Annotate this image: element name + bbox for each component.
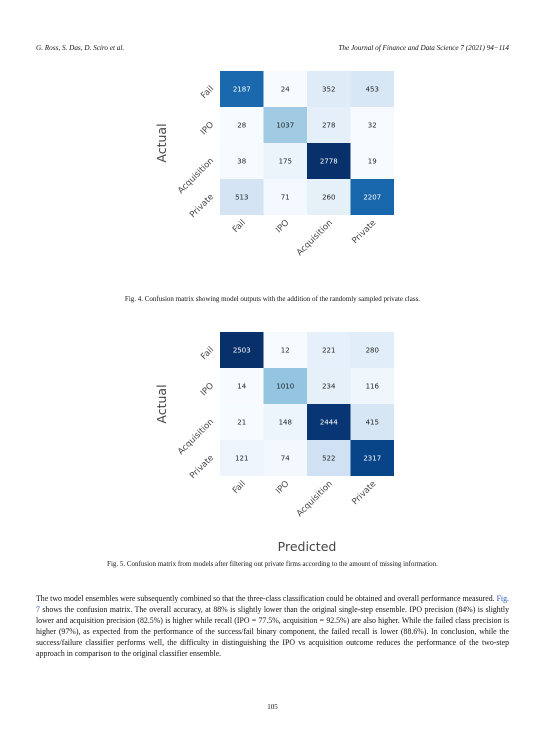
x-tick-label: IPO	[274, 218, 291, 235]
y-tick-label: IPO	[199, 120, 216, 137]
matrix-cell	[307, 71, 351, 107]
figure-5-confusion-matrix: 2503 12 221 280 14 1010 234 116 21 148 2444 415 121 7…	[154, 332, 394, 554]
y-tick-label: Acquisition	[176, 417, 216, 457]
cell-value: 415	[366, 419, 379, 427]
cell-value: 280	[366, 347, 379, 355]
cell-value: 513	[235, 194, 248, 202]
cell-value: 260	[322, 194, 335, 202]
matrix-cell	[220, 368, 264, 404]
x-tick-label: Acquisition	[295, 479, 335, 519]
matrix-cell	[350, 440, 394, 476]
matrix-cell	[350, 368, 394, 404]
cell-value: 28	[237, 122, 246, 130]
matrix-cell	[350, 143, 394, 179]
cell-value: 32	[368, 122, 377, 130]
matrix-cell	[263, 368, 307, 404]
x-tick-label: Private	[350, 479, 378, 507]
cell-value: 221	[322, 347, 335, 355]
y-tick-label: Fail	[199, 84, 216, 101]
matrix-cell	[263, 71, 307, 107]
matrix-cell	[307, 143, 351, 179]
matrix-cell	[307, 107, 351, 143]
figure-4-caption: Fig. 4. Confusion matrix showing model o…	[124, 295, 421, 303]
running-header-journal: The Journal of Finance and Data Science …	[338, 44, 509, 52]
body-text-start: The two model ensembles were subsequentl…	[36, 594, 497, 603]
y-axis-title: Actual	[154, 384, 169, 423]
cell-value: 522	[322, 455, 335, 463]
matrix-cell	[263, 179, 307, 215]
matrix-cell	[350, 179, 394, 215]
cell-value: 352	[322, 86, 335, 94]
cell-value: 21	[237, 419, 246, 427]
matrix-cell	[263, 332, 307, 368]
matrix-cell	[220, 404, 264, 440]
page-number: 105	[267, 703, 278, 711]
matrix-cell	[220, 440, 264, 476]
body-paragraph: The two model ensembles were subsequentl…	[36, 594, 509, 659]
cell-value: 2187	[233, 86, 251, 94]
cell-value: 175	[279, 158, 292, 166]
x-tick-label: IPO	[274, 479, 291, 496]
cell-value: 19	[368, 158, 377, 166]
cell-value: 2444	[320, 419, 338, 427]
matrix-cell	[263, 143, 307, 179]
x-tick-label: Acquisition	[295, 218, 335, 258]
cell-value: 14	[237, 383, 246, 391]
running-header-authors: G. Ross, S. Das, D. Sciro et al.	[36, 44, 125, 52]
cell-value: 24	[281, 86, 290, 94]
matrix-cell	[220, 143, 264, 179]
matrix-cell	[263, 404, 307, 440]
matrix-cell	[307, 179, 351, 215]
matrix-cell	[220, 71, 264, 107]
cell-value: 116	[366, 383, 380, 391]
cell-value: 1010	[276, 383, 294, 391]
cell-value: 1037	[276, 122, 294, 130]
cell-value: 71	[281, 194, 290, 202]
cell-value: 74	[281, 455, 290, 463]
y-tick-label: Fail	[199, 345, 216, 362]
cell-value: 38	[237, 158, 246, 166]
matrix-cell	[350, 107, 394, 143]
x-tick-label: Fail	[231, 479, 248, 496]
matrix-cell	[220, 332, 264, 368]
matrix-cell	[307, 368, 351, 404]
matrix-cell	[350, 332, 394, 368]
figure-4-confusion-matrix: 2187 24 352 453 28 1037 278 32 38 175 2778 19 513 71 2…	[154, 71, 394, 258]
cell-value: 2778	[320, 158, 338, 166]
cell-value: 2317	[363, 455, 381, 463]
cell-value: 2503	[233, 347, 251, 355]
body-text-end: shows the confusion matrix. The overall …	[36, 604, 509, 658]
x-axis-title: Predicted	[278, 539, 337, 554]
cell-value: 2207	[363, 194, 381, 202]
y-tick-label: IPO	[199, 381, 216, 398]
cell-value: 12	[281, 347, 290, 355]
matrix-cell	[220, 107, 264, 143]
matrix-cell	[263, 107, 307, 143]
matrix-cell	[307, 332, 351, 368]
y-tick-label: Acquisition	[176, 156, 216, 196]
matrix-cell	[350, 71, 394, 107]
figure-7-link[interactable]: Fig. 7	[36, 594, 509, 614]
matrix-cell	[307, 404, 351, 440]
cell-value: 234	[322, 383, 336, 391]
matrix-cell	[263, 440, 307, 476]
y-tick-label: Private	[188, 453, 216, 481]
matrix-cell	[350, 404, 394, 440]
matrix-cell	[220, 179, 264, 215]
figure-5-caption: Fig. 5. Confusion matrix from models aft…	[107, 560, 438, 568]
cell-value: 148	[279, 419, 292, 427]
cell-value: 121	[235, 455, 248, 463]
cell-value: 453	[366, 86, 379, 94]
x-tick-label: Private	[350, 218, 378, 246]
cell-value: 278	[322, 122, 335, 130]
x-tick-label: Fail	[231, 218, 248, 235]
matrix-cell	[307, 440, 351, 476]
y-axis-title: Actual	[154, 123, 169, 162]
y-tick-label: Private	[188, 192, 216, 220]
